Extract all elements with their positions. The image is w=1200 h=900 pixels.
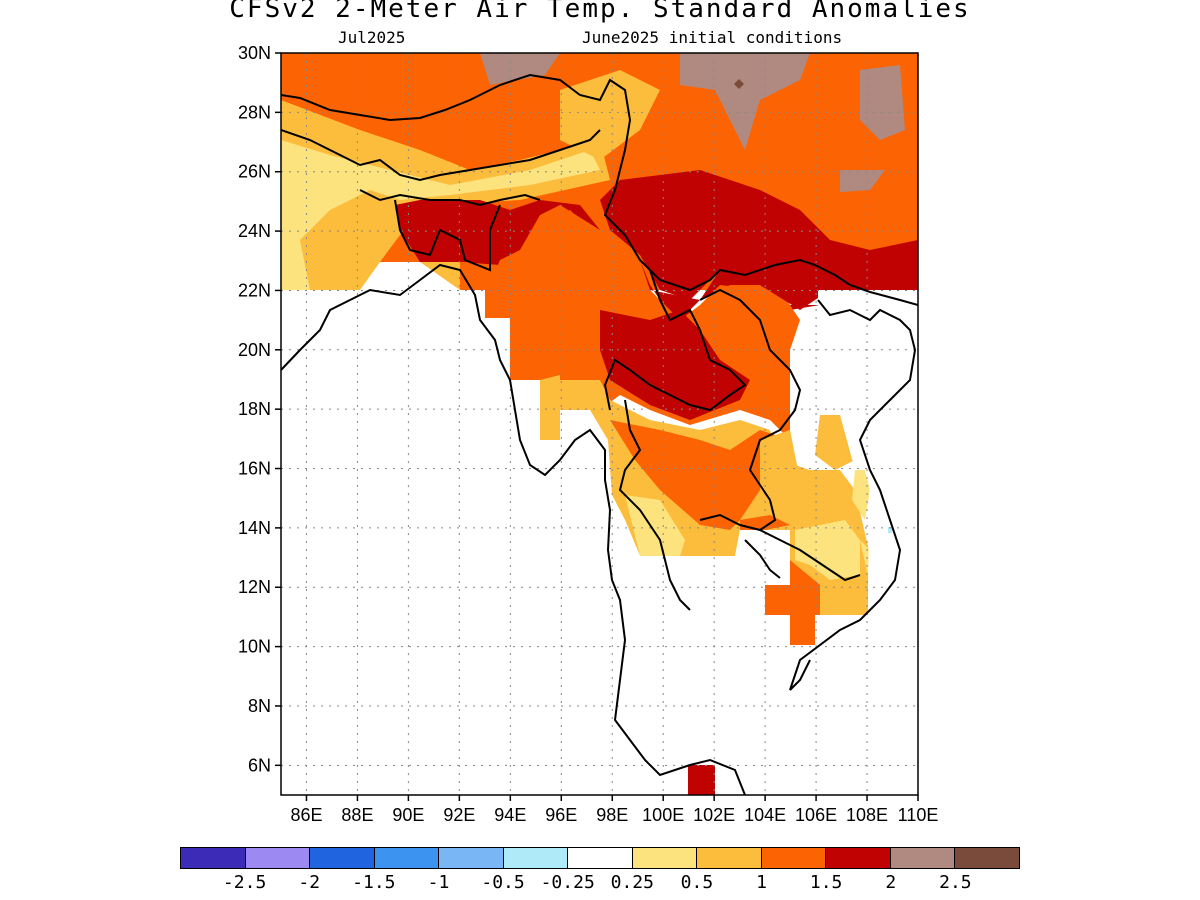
colorbar-label: -0.5: [481, 872, 525, 893]
anomaly-region-0.5: [281, 140, 600, 290]
anomaly-map: 30N 28N 26N 24N 22N 20N 18N 16N 14N 12N 10N 8N 6N 86…: [238, 43, 938, 825]
lon-tick-label: 86E: [290, 805, 322, 825]
anomaly-region-2: [600, 170, 918, 310]
lat-tick-label: 16N: [238, 459, 271, 479]
colorbar-swatch: [439, 848, 504, 868]
anomaly-region-2.5: [680, 53, 810, 150]
anomaly-region-1: [540, 375, 560, 410]
colorbar-label: 1: [756, 872, 767, 893]
map-title: CFSv2 2-Meter Air Temp. Standard Anomali…: [229, 0, 971, 24]
lon-tick-label: 108E: [846, 805, 888, 825]
anomaly-region-1.5: [281, 53, 490, 120]
longitude-labels: 86E 88E 90E 92E 94E 96E 98E 100E 102E 104E 106E 108…: [290, 805, 938, 825]
colorbar-swatch: [826, 848, 891, 868]
colorbar-swatch: [761, 848, 827, 868]
colorbar-label: 2: [885, 872, 897, 893]
colorbar-label: -1.5: [352, 872, 396, 893]
colorbar-swatch: [890, 848, 956, 868]
anomaly-region-2.5: [480, 53, 560, 85]
colorbar-label: -1: [427, 872, 450, 893]
forecast-month-label: Jul2025: [338, 28, 406, 47]
initial-conditions-label: June2025 initial conditions: [582, 28, 843, 47]
anomaly-shading: [281, 53, 918, 795]
anomaly-region-1.5: [790, 615, 815, 645]
lon-tick-label: 92E: [443, 805, 475, 825]
lat-tick-label: 6N: [248, 755, 271, 775]
lat-tick-label: 12N: [238, 577, 271, 597]
lon-tick-label: 110E: [898, 805, 939, 825]
lat-tick-label: 30N: [238, 43, 271, 63]
colorbar-label: -0.25: [540, 872, 595, 893]
map-frame: [280, 52, 919, 796]
lon-tick-label: 96E: [545, 805, 577, 825]
lat-tick-label: 14N: [238, 518, 271, 538]
anomaly-region-0.5: [795, 520, 860, 580]
anomaly-region-2: [688, 765, 715, 795]
anomaly-region-1: [560, 70, 660, 160]
colorbar-swatch: [310, 848, 375, 868]
lat-tick-label: 26N: [238, 162, 271, 182]
lon-tick-label: 88E: [341, 805, 373, 825]
lon-tick-label: 102E: [693, 805, 735, 825]
axis-ticks: [275, 52, 919, 801]
anomaly-region-1.5: [900, 90, 918, 150]
colorbar-swatch: [632, 848, 698, 868]
anomaly-region-2: [281, 53, 918, 420]
anomaly-region-above-2.5: [734, 79, 744, 89]
colorbar-label: 0.25: [610, 872, 654, 893]
anomaly-region-1.5: [765, 560, 820, 615]
lat-tick-label: 20N: [238, 340, 271, 360]
anomaly-region-2.5: [840, 170, 885, 192]
latitude-labels: 30N 28N 26N 24N 22N 20N 18N 16N 14N 12N 10N 8N 6N: [238, 43, 271, 775]
coastlines-borders: [281, 73, 918, 795]
lon-tick-label: 106E: [795, 805, 837, 825]
colorbar-swatch: [955, 848, 1019, 868]
colorbar-label: -2.5: [222, 872, 267, 893]
anomaly-region-1: [815, 415, 855, 470]
colorbar-swatch: [697, 848, 762, 868]
anomaly-region-1.5: [610, 420, 790, 530]
colorbar-swatch: [503, 848, 569, 868]
colorbar-swatch: [568, 848, 633, 868]
lon-tick-label: 100E: [642, 805, 684, 825]
colorbar-swatch: [374, 848, 440, 868]
colorbar: [180, 847, 1020, 869]
anomaly-region-2.5: [860, 65, 905, 140]
colorbar-label: 1.5: [809, 872, 843, 893]
lon-tick-label: 94E: [494, 805, 526, 825]
anomaly-region-2: [600, 310, 750, 420]
anomaly-region-1.5: [760, 90, 860, 190]
lat-tick-label: 8N: [248, 696, 271, 716]
lat-tick-label: 22N: [238, 280, 271, 300]
anomaly-region-0.5: [852, 470, 870, 520]
lon-tick-label: 98E: [596, 805, 628, 825]
anomaly-region-1.5: [710, 285, 800, 360]
lat-tick-label: 24N: [238, 221, 271, 241]
colorbar-swatch: [181, 848, 246, 868]
lat-tick-label: 28N: [238, 102, 271, 122]
anomaly-region--0.25: [888, 527, 892, 533]
anomaly-region-1: [760, 430, 800, 500]
colorbar-label: 2.5: [939, 872, 972, 893]
lon-tick-label: 90E: [392, 805, 424, 825]
lon-tick-label: 104E: [744, 805, 786, 825]
lat-tick-label: 10N: [238, 637, 271, 657]
colorbar-swatch: [245, 848, 311, 868]
colorbar-label: -2: [298, 872, 321, 893]
lat-tick-label: 18N: [238, 399, 271, 419]
colorbar-label: 0.5: [680, 872, 714, 893]
